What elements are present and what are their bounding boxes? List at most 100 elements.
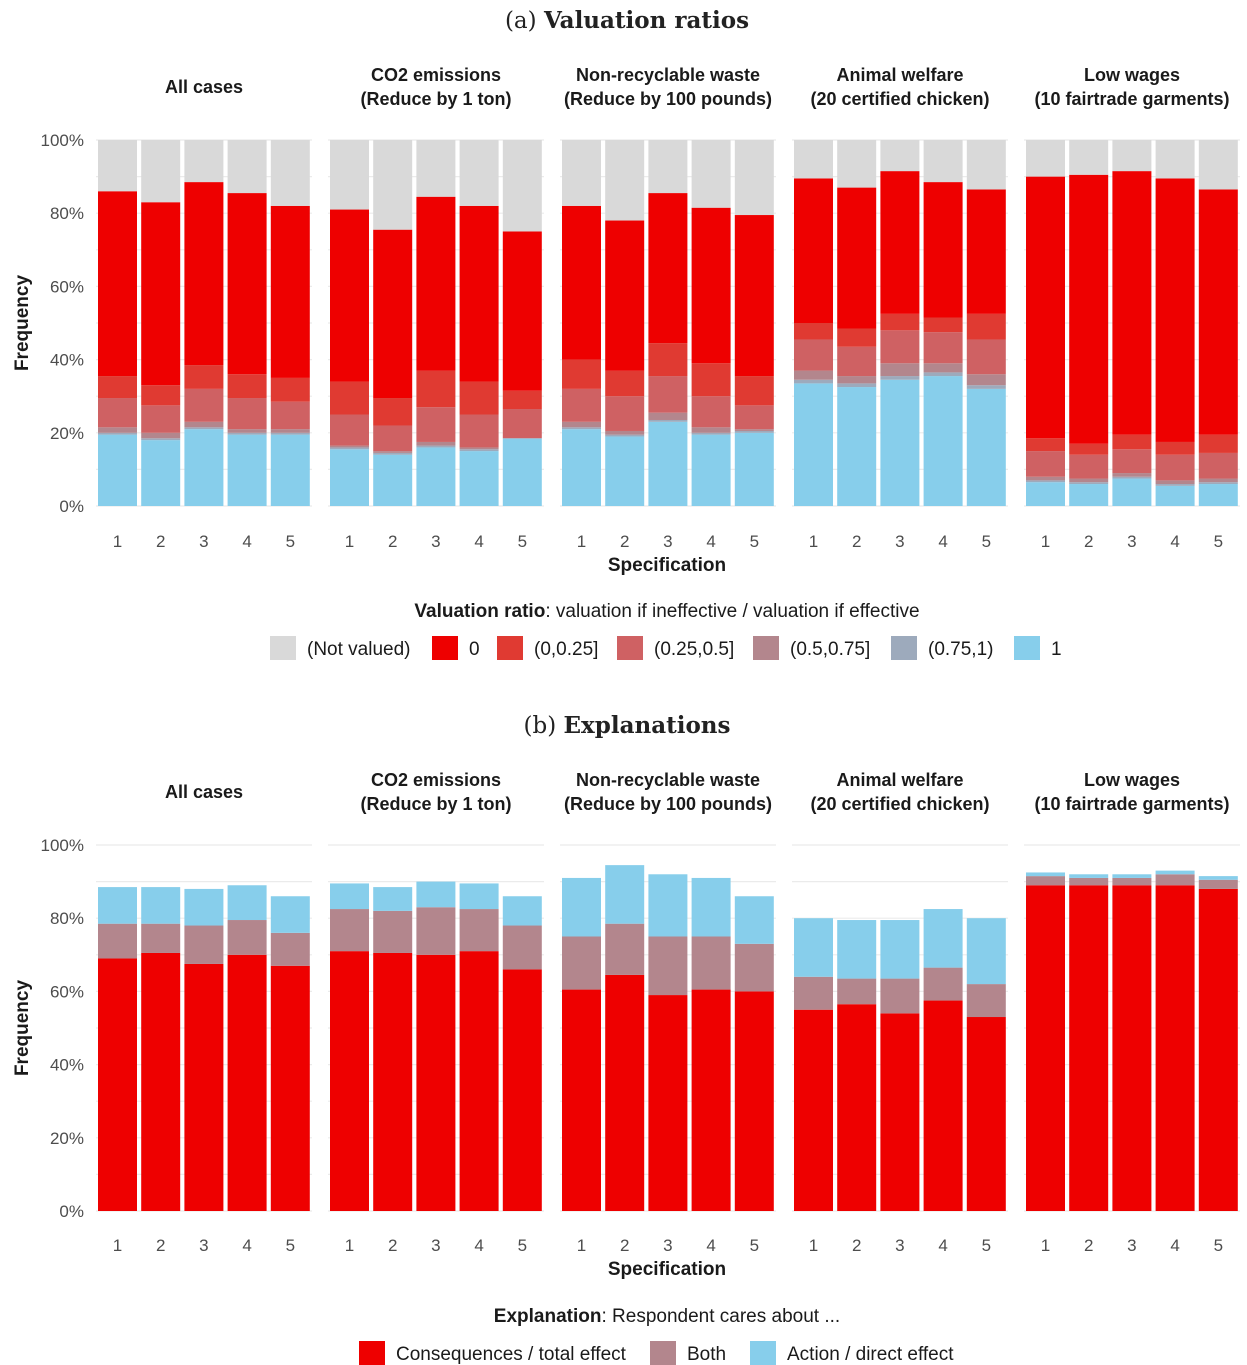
- x-tick-label: 3: [199, 1236, 208, 1255]
- x-tick-label: 1: [345, 532, 354, 551]
- legend-item: 0: [432, 636, 480, 660]
- y-tick-label-text: 60%: [50, 277, 84, 296]
- facet-label-line: (Reduce by 100 pounds): [564, 794, 772, 814]
- bar-segment: [605, 923, 645, 975]
- bar-segment: [270, 932, 310, 966]
- bar-segment: [270, 377, 310, 402]
- bar-segment: [837, 346, 877, 377]
- y-tick-label: 100%: [41, 836, 84, 855]
- bar-segment: [1069, 482, 1109, 485]
- x-tick-label: 5: [750, 532, 759, 551]
- bar-segment: [1155, 140, 1195, 179]
- facet-label: (Reduce by 1 ton): [360, 89, 511, 109]
- facet: CO2 emissions (Reduce by 1 ton) 1 2 3 4 5: [328, 770, 544, 1255]
- bar-segment: [98, 432, 137, 435]
- bar-segment: [691, 877, 731, 937]
- x-tick-label: 2: [620, 1236, 629, 1255]
- facet-label: Low wages: [1084, 770, 1180, 790]
- x-tick-label: 5: [750, 1236, 759, 1255]
- bar-segment: [141, 432, 181, 439]
- bar-segment: [502, 969, 542, 1211]
- x-axis-title-text: Specification: [608, 1259, 726, 1280]
- bar-segment: [459, 140, 499, 206]
- bar-segment: [184, 963, 224, 1211]
- legend-swatch: [617, 636, 643, 660]
- x-tick-label-text: 1: [577, 1236, 586, 1255]
- bar-segment: [794, 1009, 833, 1211]
- bar-segment: [734, 430, 774, 433]
- y-tick-label-text: 80%: [50, 909, 84, 928]
- bar-segment: [794, 140, 833, 179]
- bar-segment: [330, 445, 369, 448]
- legend-item: Action / direct effect: [750, 1341, 954, 1365]
- legend-swatch: [891, 636, 917, 660]
- bar-segment: [502, 231, 542, 391]
- bar-segment: [330, 140, 369, 210]
- bar-segment: [1155, 870, 1195, 875]
- y-tick-label-text: 80%: [50, 204, 84, 223]
- facet-label-line: All cases: [165, 782, 243, 802]
- bar-segment: [270, 896, 310, 933]
- bar-segment: [966, 984, 1006, 1018]
- legend-label-text: (0.75,1): [928, 639, 993, 660]
- facet-label: Non-recyclable waste: [576, 65, 760, 85]
- bar-segment: [227, 140, 267, 194]
- legend-item: (0.75,1): [891, 636, 993, 660]
- bar-segment: [1198, 876, 1238, 880]
- bar-segment: [837, 187, 877, 329]
- facet: Non-recyclable waste (Reduce by 100 pound…: [560, 65, 776, 551]
- facet-label: All cases: [165, 77, 243, 97]
- y-tick-label-text: 100%: [41, 131, 84, 150]
- bar-segment: [562, 429, 601, 506]
- legend-label-text: 1: [1051, 639, 1062, 660]
- y-axis-title-text: Frequency: [12, 980, 33, 1077]
- bar-segment: [502, 896, 542, 926]
- x-tick-label-text: 5: [286, 1236, 295, 1255]
- bar-segment: [605, 220, 645, 371]
- x-tick-label: 2: [156, 532, 165, 551]
- x-tick-label: 3: [431, 1236, 440, 1255]
- y-tick-label-text: 20%: [50, 1129, 84, 1148]
- legend-label: (0.5,0.75]: [790, 639, 870, 660]
- x-tick-label: 2: [852, 1236, 861, 1255]
- bar-segment: [373, 887, 413, 911]
- panel-title-text: Explanations: [564, 712, 731, 739]
- y-tick-label-text: 20%: [50, 424, 84, 443]
- bar-segment: [141, 405, 181, 433]
- legend-title-bold: Explanation: [494, 1306, 602, 1327]
- bar-segment: [648, 995, 688, 1211]
- x-tick-label-text: 3: [199, 1236, 208, 1255]
- x-tick-label: 4: [474, 1236, 483, 1255]
- bar-segment: [794, 383, 833, 506]
- x-tick-label: 5: [982, 532, 991, 551]
- y-tick-label-text: 0%: [59, 1202, 84, 1221]
- bar-segment: [1026, 451, 1065, 477]
- x-tick-label: 5: [286, 1236, 295, 1255]
- facet-label: Non-recyclable waste: [576, 770, 760, 790]
- bar-segment: [227, 885, 267, 921]
- legend-label-text: Both: [687, 1344, 726, 1365]
- legend-swatch: [650, 1341, 676, 1365]
- bar-segment: [794, 379, 833, 384]
- bar-segment: [605, 974, 645, 1211]
- bar-segment: [98, 398, 137, 428]
- bar-segment: [923, 909, 963, 968]
- x-tick-label-text: 5: [750, 1236, 759, 1255]
- x-tick-label: 5: [1214, 532, 1223, 551]
- bar-segment: [1112, 874, 1152, 878]
- bar-segment: [98, 887, 137, 924]
- y-axis-title-text: Frequency: [12, 275, 33, 372]
- x-tick-label-text: 3: [199, 532, 208, 551]
- bar-segment: [734, 429, 774, 431]
- bar-segment: [1026, 876, 1065, 886]
- bar-segment: [373, 229, 413, 399]
- bar-segment: [1026, 885, 1065, 1211]
- bar-segment: [837, 1004, 877, 1211]
- x-tick-label: 4: [1170, 532, 1179, 551]
- x-tick-label: 2: [388, 532, 397, 551]
- facet-label: (20 certified chicken): [810, 89, 989, 109]
- bar-segment: [373, 140, 413, 230]
- bar-segment: [459, 451, 499, 506]
- x-tick-label: 1: [809, 1236, 818, 1255]
- x-tick-label-text: 2: [388, 1236, 397, 1255]
